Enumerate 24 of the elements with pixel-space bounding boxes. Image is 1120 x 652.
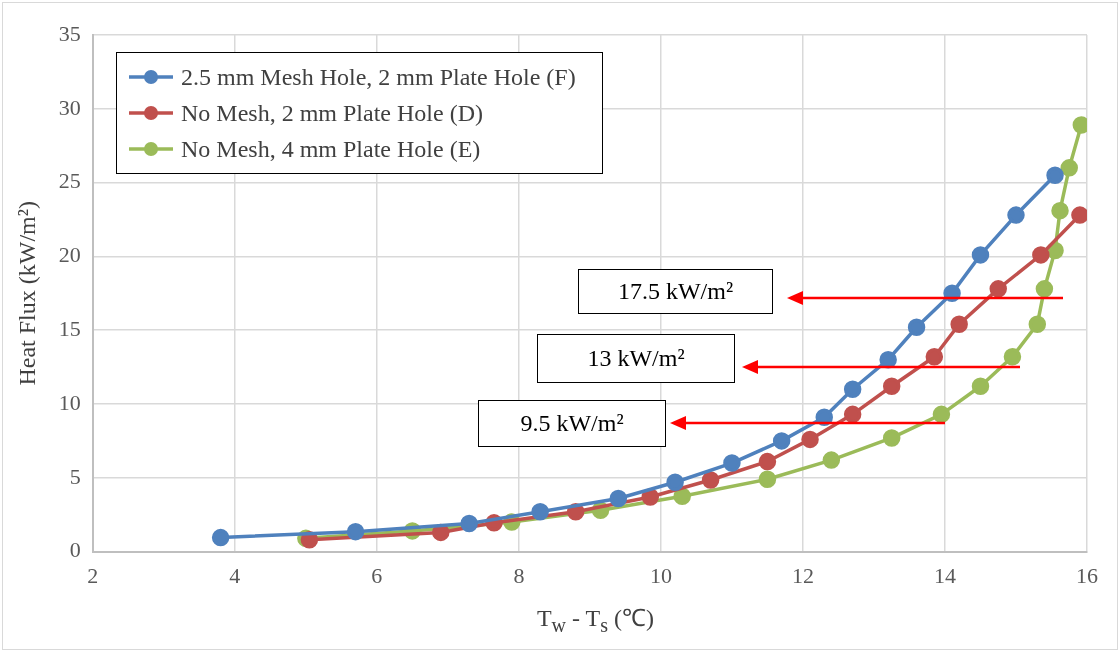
legend-label: No Mesh, 4 mm Plate Hole (E) bbox=[181, 135, 481, 163]
x-tick-label: 12 bbox=[791, 562, 814, 588]
callout-box: 9.5 kW/m² bbox=[478, 400, 666, 447]
x-tick-label: 16 bbox=[1076, 562, 1098, 588]
y-tick-label: 30 bbox=[58, 94, 81, 120]
y-tick-label: 15 bbox=[58, 315, 81, 341]
y-axis-title: Heat Flux (kW/m²) bbox=[13, 201, 40, 386]
legend-label: No Mesh, 2 mm Plate Hole (D) bbox=[181, 99, 483, 127]
x-tick-label: 6 bbox=[371, 562, 383, 588]
callout-box: 13 kW/m² bbox=[537, 334, 735, 383]
x-tick-label: 2 bbox=[87, 562, 99, 588]
x-tick-label: 8 bbox=[513, 562, 525, 588]
x-tick-label: 10 bbox=[649, 562, 672, 588]
x-tick-label: 14 bbox=[933, 562, 956, 588]
legend-label: 2.5 mm Mesh Hole, 2 mm Plate Hole (F) bbox=[181, 63, 576, 91]
y-tick-label: 5 bbox=[69, 463, 81, 489]
y-tick-label: 0 bbox=[69, 537, 81, 563]
callout-box: 17.5 kW/m² bbox=[578, 269, 773, 314]
y-tick-label: 20 bbox=[58, 242, 81, 268]
y-tick-label: 25 bbox=[58, 168, 81, 194]
x-tick-label: 4 bbox=[229, 562, 241, 588]
x-axis-title: T$_{w}$ - T$_{s}$ (℃) bbox=[535, 604, 656, 637]
y-tick-label: 10 bbox=[58, 389, 81, 415]
y-tick-label: 35 bbox=[58, 20, 81, 46]
